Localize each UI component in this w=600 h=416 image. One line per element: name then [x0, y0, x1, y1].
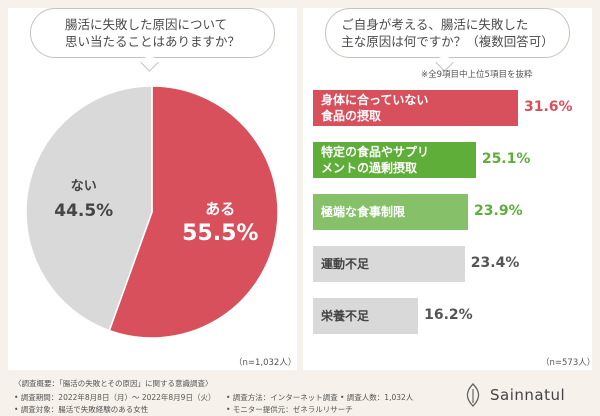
- bar-label-2: 特定の食品やサプリ メントの過剰摂取: [321, 145, 430, 175]
- bar-4: [313, 246, 465, 282]
- brand-logo: Sainnatul: [462, 382, 596, 408]
- bar-label-1: 身体に合っていない 食品の摂取: [321, 93, 429, 123]
- right-n-note: （n=573人）: [541, 358, 596, 368]
- pie-value-1: 55.5%: [182, 221, 258, 246]
- brand-name: Sainnatul: [490, 386, 566, 404]
- survey-provider: • モニター提供元：ゼネラルリサーチ: [226, 405, 353, 414]
- bar-2: [313, 142, 476, 178]
- bar-label-4: 運動不足: [321, 257, 370, 271]
- bar-value-3: 23.9%: [474, 203, 523, 219]
- pie-slice-2: [25, 85, 153, 332]
- bar-label-3: 極端な食事制限: [321, 205, 406, 219]
- survey-summary: 〈調査概要：「腸活の失敗とその原因」に関する意識調査〉: [14, 379, 213, 388]
- bar-label-5: 栄養不足: [321, 309, 370, 323]
- bar-value-4: 23.4%: [470, 255, 520, 271]
- right-sub-note: ※全9項目中上位5項目を抜粋: [421, 70, 533, 80]
- bar-5: [313, 298, 419, 334]
- leaf-icon: [466, 383, 480, 407]
- pie-value-2: 44.5%: [54, 201, 113, 221]
- pie-slice-1: [108, 85, 279, 339]
- survey-target: • 調査対象：腸活で失敗経験のある女性: [14, 405, 149, 414]
- survey-method: • 調査方法：インターネット調査: [226, 393, 338, 402]
- left-panel: 腸活に失敗した原因について 思い当たることはありますか？ ある 55.5% ない 44…: [8, 8, 297, 370]
- bar-value-1: 31.6%: [524, 99, 573, 115]
- bar-1: [313, 90, 518, 126]
- right-question-bubble: ご自身が考える、腸活に失敗した 主な原因は何ですか？（複数回答可）: [325, 8, 570, 58]
- bar-value-2: 25.1%: [481, 151, 531, 167]
- bar-value-5: 16.2%: [424, 307, 473, 323]
- left-n-note: （n=1,032人）: [234, 358, 297, 368]
- pie-label-1: ある: [205, 200, 235, 218]
- left-question-bubble: 腸活に失敗した原因について 思い当たることはありますか？: [30, 8, 275, 58]
- left-question: 腸活に失敗した原因について 思い当たることはありますか？: [64, 17, 240, 49]
- survey-footer: 〈調査概要：「腸活の失敗とその原因」に関する意識調査〉 • 調査期間：2022年…: [0, 376, 600, 416]
- bar-3: [313, 194, 469, 230]
- pie-label-2: ない: [71, 179, 97, 194]
- survey-people: • 調査人数：1,032人: [340, 393, 414, 402]
- pie-chart: ある 55.5% ない 44.5%: [25, 85, 279, 339]
- survey-period: • 調査期間：2022年8月8日（月）〜 2022年8月9日（火）: [14, 393, 216, 402]
- right-question: ご自身が考える、腸活に失敗した 主な原因は何ですか？（複数回答可）: [341, 17, 554, 49]
- right-panel: ご自身が考える、腸活に失敗した 主な原因は何ですか？（複数回答可） ※全9項目中…: [303, 8, 596, 370]
